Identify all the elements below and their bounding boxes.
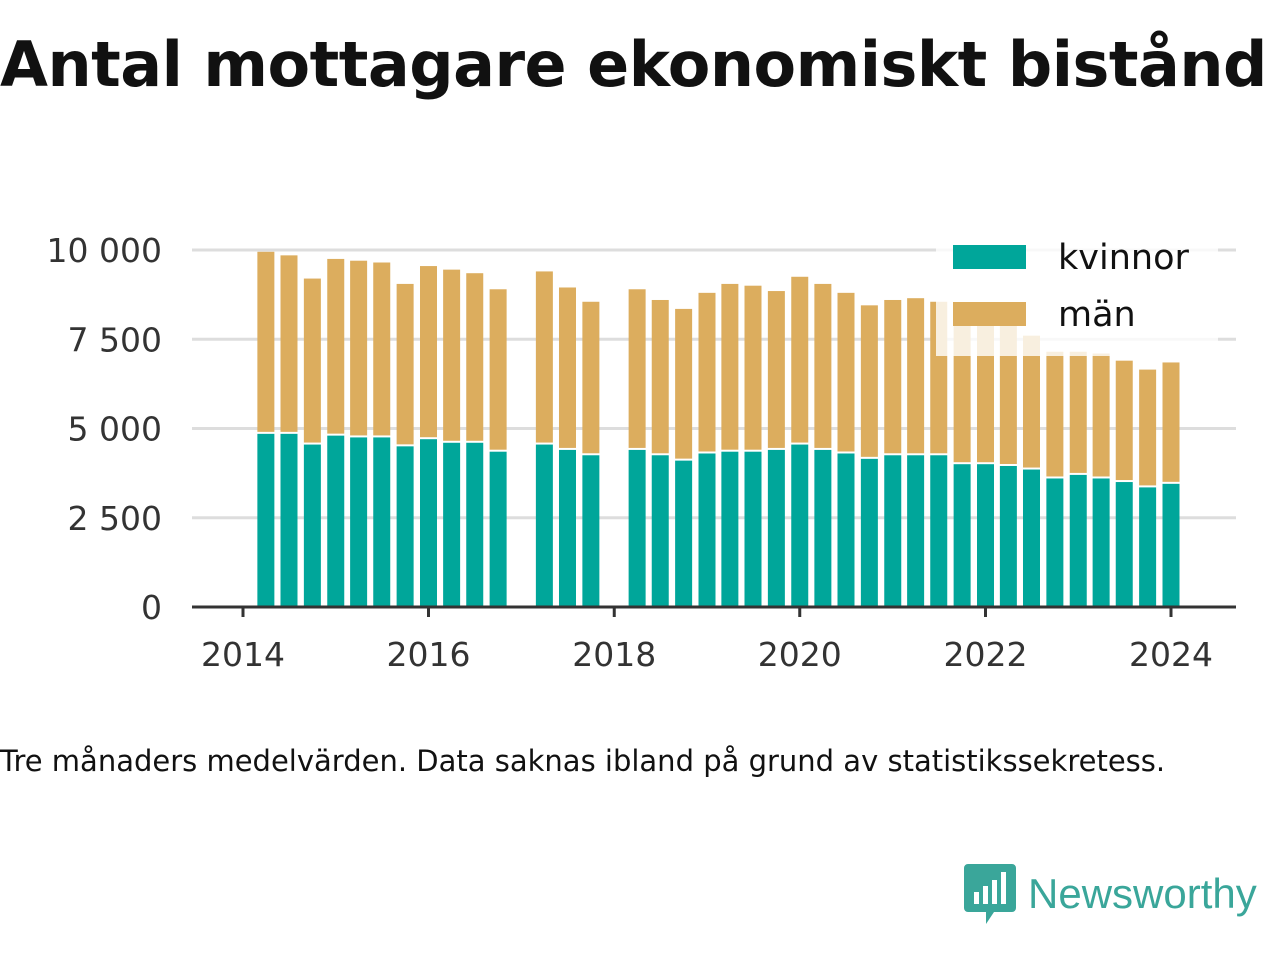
bar-kvinnor [396,446,414,607]
bar-man [628,289,646,448]
bar-man [907,298,925,454]
bar-kvinnor [419,439,437,607]
y-tick-label: 2 500 [68,499,162,538]
legend-label: kvinnor [1058,238,1189,278]
bar-man [303,278,321,443]
bar-kvinnor [257,433,275,607]
bar-man [443,269,461,441]
bar-man [744,285,762,450]
bar-kvinnor [814,449,832,607]
bar-man [814,283,832,448]
y-tick-label: 5 000 [68,410,162,449]
bar-man [1162,362,1180,482]
bar-man [535,271,553,443]
bar-man [1139,369,1157,486]
legend-label: män [1058,295,1136,335]
bar-kvinnor [651,455,669,607]
bar-man [791,276,809,443]
bar-man [884,299,902,454]
bar-man [419,266,437,438]
bar-kvinnor [558,449,576,607]
x-tick-label: 2020 [758,635,842,674]
bar-man [327,258,345,434]
axes: 0 2 500 5 000 7 500 10 000 2014 2016 2018 2020 20… [47,231,1236,674]
bar-man [396,283,414,445]
bar-man [675,308,693,459]
footnote: Tre månaders medelvärden. Data saknas ib… [0,744,1166,778]
bar-kvinnor [1115,482,1133,607]
bar-kvinnor [535,444,553,607]
y-tick-label: 10 000 [47,231,162,270]
bar-man [721,283,739,450]
bar-man [999,323,1017,464]
bar-kvinnor [628,449,646,607]
legend[interactable]: kvinnor män [936,232,1218,356]
bar-man [1069,351,1087,473]
bar-kvinnor [860,458,878,607]
bar-man [860,305,878,457]
bar-man [767,291,785,448]
bar-kvinnor [721,451,739,607]
bar-man [1115,360,1133,481]
bar-kvinnor [907,455,925,607]
bar-kvinnor [443,442,461,607]
bar-man [558,287,576,448]
bar-kvinnor [767,449,785,607]
bar-kvinnor [744,451,762,607]
bar-kvinnor [1092,478,1110,607]
x-tick-label: 2016 [387,635,471,674]
bar-kvinnor [303,444,321,607]
legend-swatch [953,245,1026,269]
newsworthy-logo-icon [964,864,1016,924]
brand-name: Newsworthy [1028,870,1257,917]
bar-man [257,251,275,432]
bar-man [698,292,716,452]
y-tick-label: 0 [141,588,162,627]
legend-swatch [953,302,1026,326]
bar-kvinnor [1139,487,1157,607]
bar-man [582,301,600,454]
x-tick-label: 2014 [201,635,285,674]
bar-man [651,299,669,454]
bar-kvinnor [930,455,948,607]
bar-kvinnor [953,464,971,607]
bar-man [1022,335,1040,468]
bar-kvinnor [1069,474,1087,607]
bar-man [1046,351,1064,477]
bar-man [837,292,855,452]
bar-kvinnor [675,460,693,607]
bar-kvinnor [1046,478,1064,607]
x-tick-label: 2024 [1129,635,1213,674]
bar-kvinnor [373,437,391,607]
bar-kvinnor [280,433,298,607]
x-tick-label: 2018 [572,635,656,674]
bar-kvinnor [327,435,345,607]
bar-kvinnor [791,444,809,607]
bar-kvinnor [999,465,1017,607]
bar-kvinnor [884,455,902,607]
bar-kvinnor [698,453,716,607]
bars [257,251,1180,607]
bar-man [466,273,484,441]
chart-title: Antal mottagare ekonomiskt bistånd [0,28,1267,101]
bar-kvinnor [350,437,368,607]
stacked-bar-chart: 0 2 500 5 000 7 500 10 000 2014 2016 2018 2020 20… [47,231,1236,674]
bar-kvinnor [582,455,600,607]
y-tick-label: 7 500 [68,320,162,359]
bar-kvinnor [837,453,855,607]
bar-kvinnor [1022,469,1040,607]
bar-man [489,289,507,450]
bar-kvinnor [977,464,995,607]
x-tick-label: 2022 [944,635,1028,674]
bar-kvinnor [489,451,507,607]
bar-kvinnor [1162,483,1180,607]
bar-man [350,260,368,436]
bar-kvinnor [466,442,484,607]
brand-logo-group[interactable]: Newsworthy [964,862,1257,926]
bar-man [1092,353,1110,477]
bar-man [373,262,391,436]
bar-man [280,255,298,432]
